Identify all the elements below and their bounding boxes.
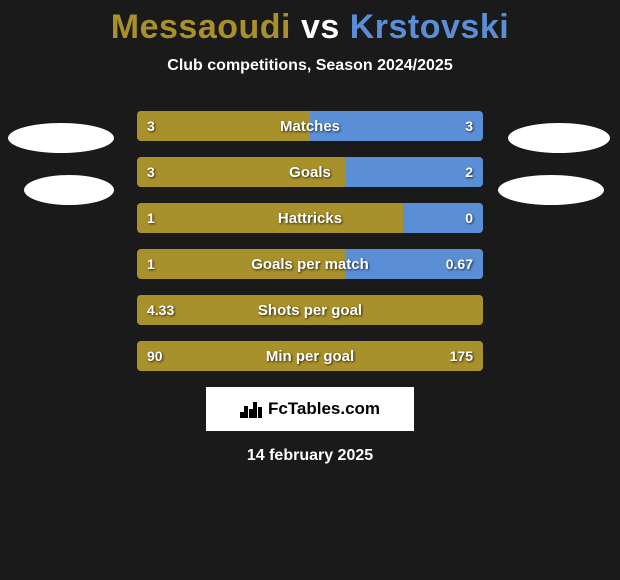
page-title: Messaoudi vs Krstovski — [0, 0, 620, 47]
decorative-ellipse — [24, 175, 114, 205]
comparison-bars: 33Matches 32Goals 10Hattricks 10.67Goals pe… — [137, 111, 483, 371]
stat-bar: 32Goals — [137, 157, 483, 187]
bar-label: Goals per match — [137, 249, 483, 279]
brand-box: FcTables.com — [206, 387, 414, 431]
stat-bar: 90175Min per goal — [137, 341, 483, 371]
title-player1: Messaoudi — [111, 8, 291, 46]
decorative-ellipse — [498, 175, 604, 205]
chart-icon — [240, 400, 262, 418]
decorative-ellipse — [8, 123, 114, 153]
stat-bar: 10.67Goals per match — [137, 249, 483, 279]
title-player2: Krstovski — [350, 8, 509, 46]
brand-text: FcTables.com — [268, 399, 380, 419]
decorative-ellipse — [508, 123, 610, 153]
bar-label: Matches — [137, 111, 483, 141]
date: 14 february 2025 — [0, 447, 620, 465]
stat-bar: 33Matches — [137, 111, 483, 141]
bar-label: Shots per goal — [137, 295, 483, 325]
bar-label: Hattricks — [137, 203, 483, 233]
stat-bar: 10Hattricks — [137, 203, 483, 233]
bar-label: Goals — [137, 157, 483, 187]
title-vs: vs — [301, 8, 340, 46]
bar-label: Min per goal — [137, 341, 483, 371]
stat-bar: 4.33Shots per goal — [137, 295, 483, 325]
subtitle: Club competitions, Season 2024/2025 — [0, 57, 620, 75]
